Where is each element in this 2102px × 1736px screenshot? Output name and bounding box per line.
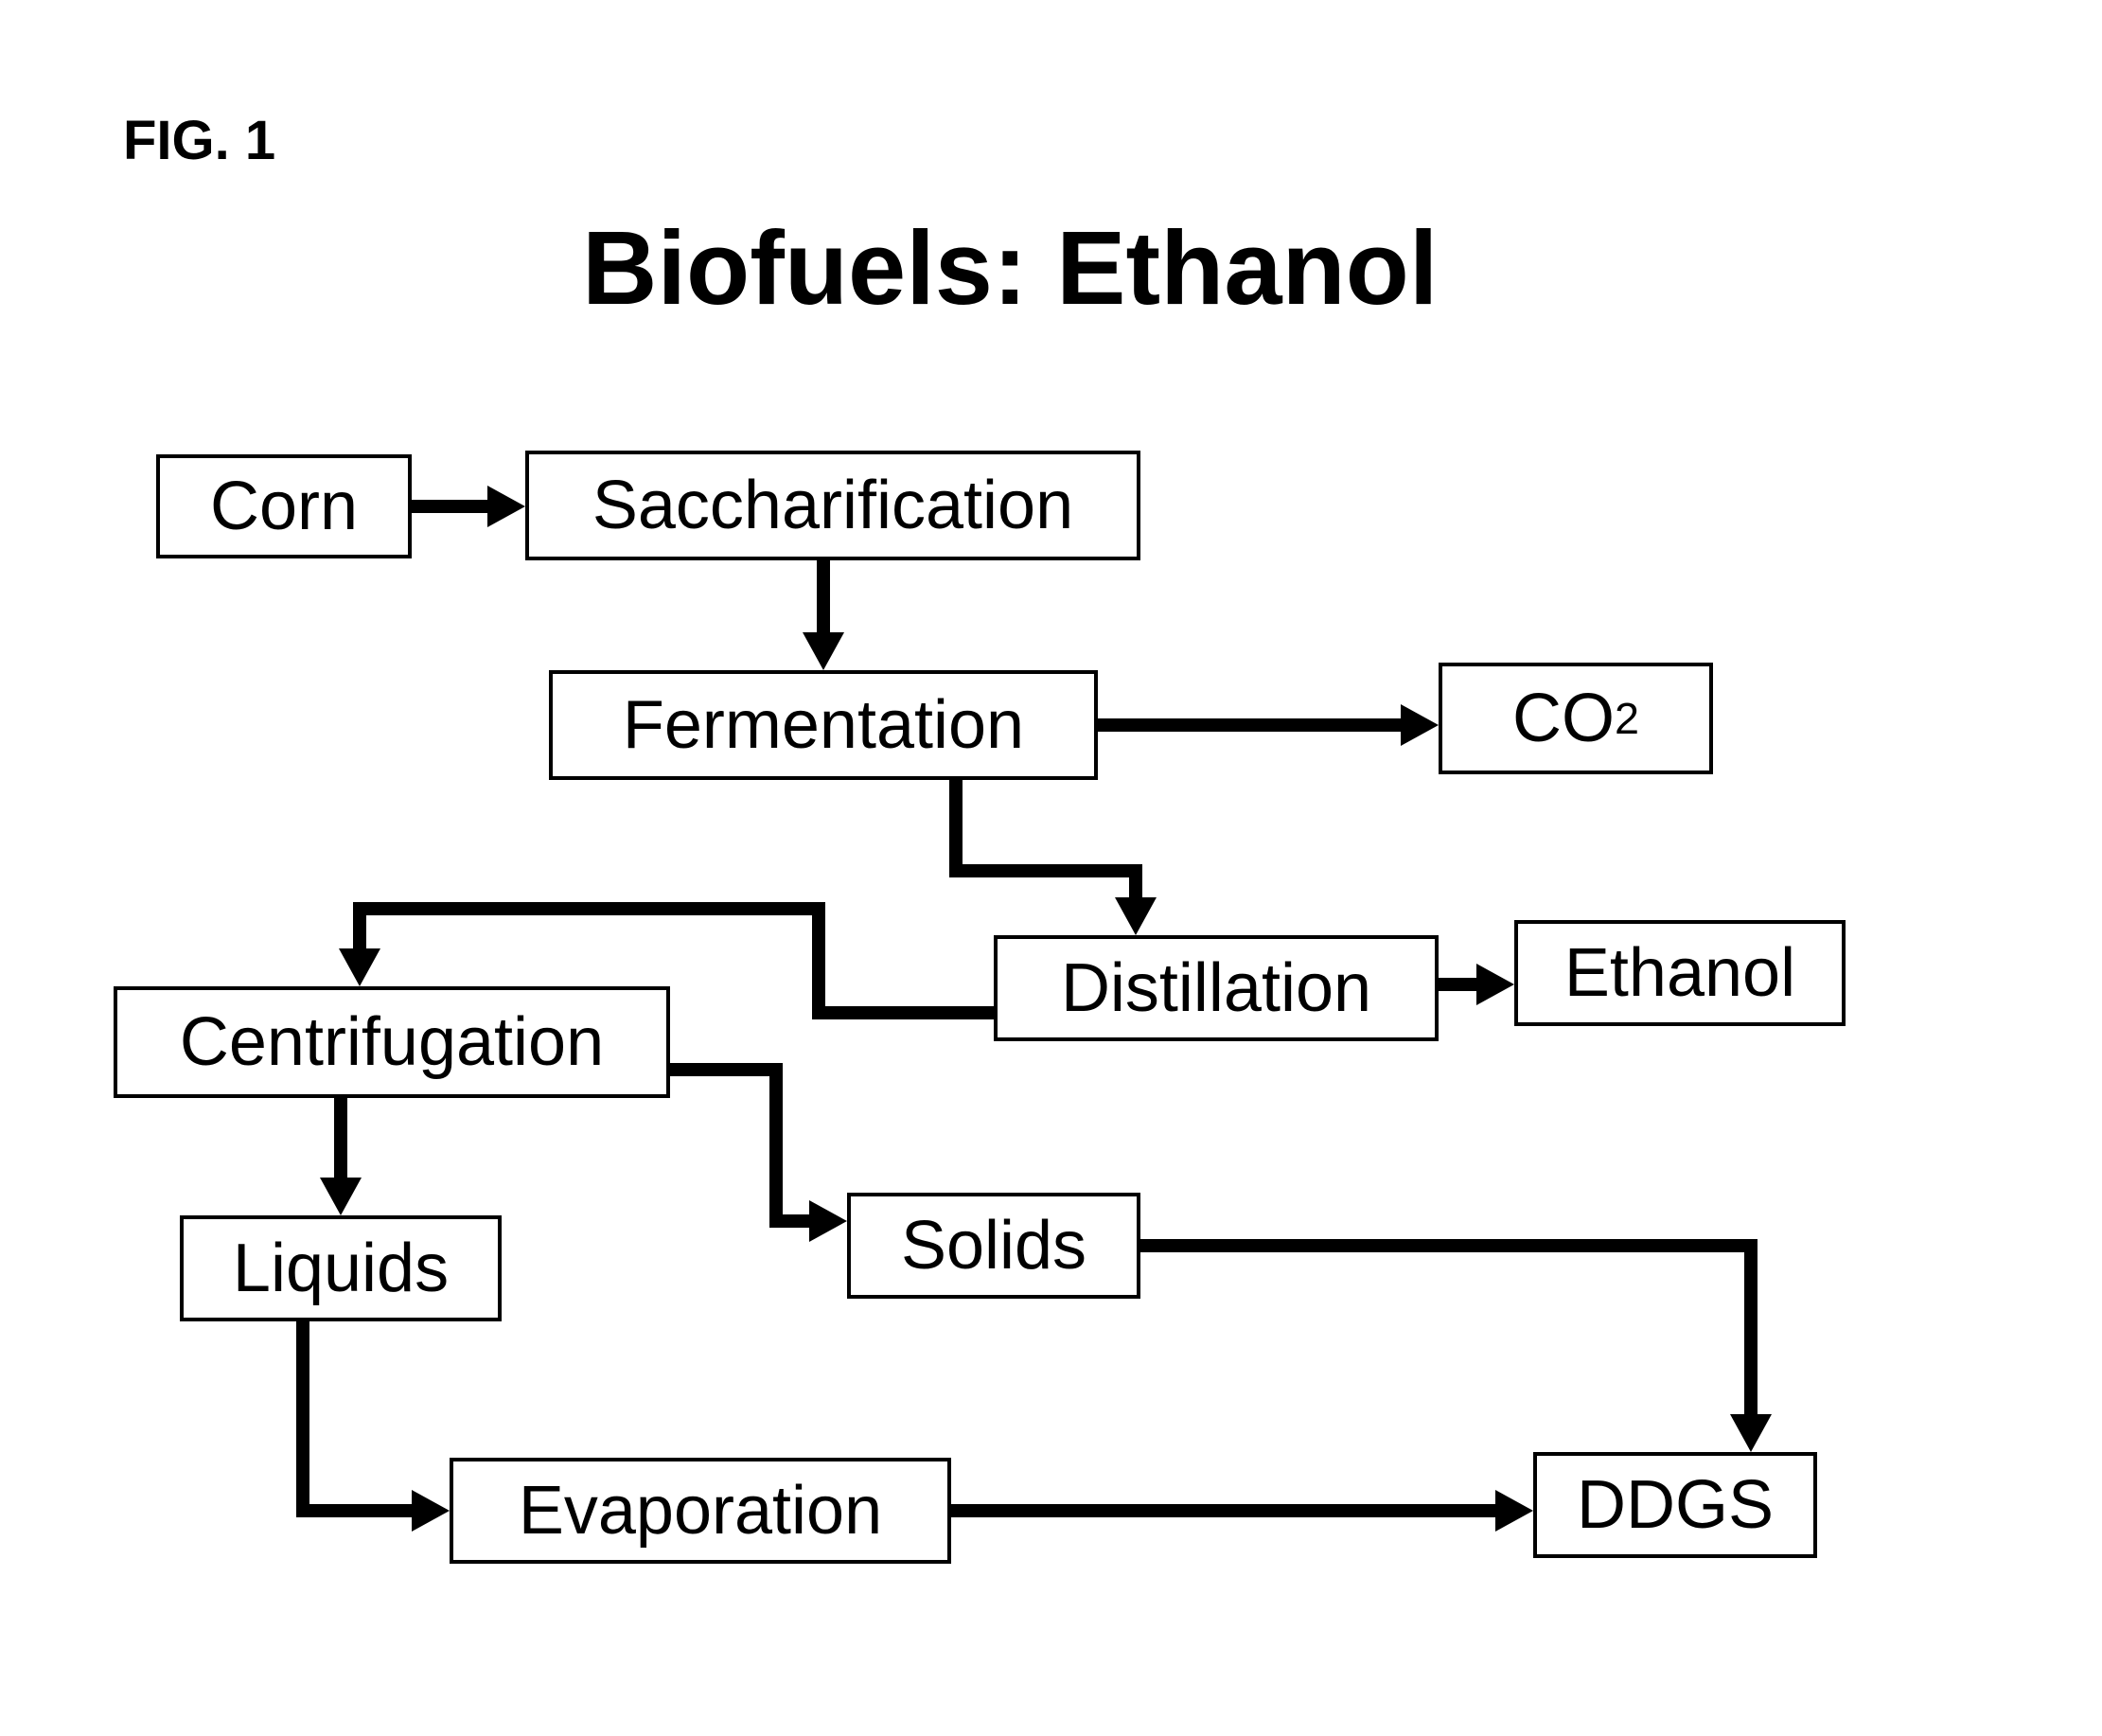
node-ddgs: DDGS — [1533, 1452, 1817, 1558]
node-distillation: Distillation — [994, 935, 1439, 1041]
figure-label: FIG. 1 — [123, 109, 275, 172]
node-evaporation: Evaporation — [450, 1458, 951, 1564]
node-liquids: Liquids — [180, 1215, 502, 1321]
node-centrifugation: Centrifugation — [114, 986, 670, 1098]
diagram-canvas: FIG. 1 Biofuels: Ethanol Corn Saccharific… — [0, 0, 2102, 1736]
node-corn: Corn — [156, 454, 412, 558]
edge-ferm-dist — [956, 780, 1136, 897]
node-fermentation: Fermentation — [549, 670, 1098, 780]
edge-solids-ddgs — [1140, 1246, 1751, 1414]
edge-centr-solids — [670, 1070, 809, 1221]
node-co2: CO2 — [1439, 663, 1713, 774]
node-solids: Solids — [847, 1193, 1140, 1299]
node-ethanol: Ethanol — [1514, 920, 1846, 1026]
node-saccharification: Saccharification — [525, 451, 1140, 560]
diagram-title: Biofuels: Ethanol — [582, 208, 1438, 328]
edge-liquids-evap — [303, 1321, 412, 1511]
